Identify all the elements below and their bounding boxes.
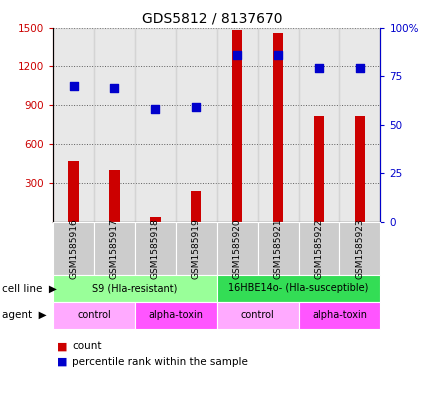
- Bar: [340, 28, 380, 222]
- Point: [275, 51, 281, 58]
- Text: GSM1585920: GSM1585920: [233, 218, 242, 279]
- Text: ■: ■: [57, 357, 68, 367]
- Text: percentile rank within the sample: percentile rank within the sample: [72, 357, 248, 367]
- Text: GSM1585917: GSM1585917: [110, 218, 119, 279]
- Bar: [135, 28, 176, 222]
- Bar: [217, 28, 258, 222]
- Bar: [314, 116, 324, 222]
- Bar: [53, 28, 94, 222]
- Bar: [150, 217, 161, 222]
- Bar: [176, 28, 217, 222]
- Bar: [191, 191, 201, 222]
- Text: alpha-toxin: alpha-toxin: [312, 310, 367, 320]
- Point: [316, 65, 323, 72]
- Point: [193, 104, 200, 110]
- Point: [152, 106, 159, 112]
- Text: GSM1585921: GSM1585921: [274, 218, 283, 279]
- Point: [111, 84, 118, 91]
- Text: control: control: [77, 310, 111, 320]
- Point: [357, 65, 363, 72]
- Text: GSM1585923: GSM1585923: [355, 218, 364, 279]
- Text: S9 (Hla-resistant): S9 (Hla-resistant): [92, 283, 178, 294]
- Text: GSM1585916: GSM1585916: [69, 218, 78, 279]
- Bar: [94, 28, 135, 222]
- Text: control: control: [241, 310, 275, 320]
- Text: alpha-toxin: alpha-toxin: [148, 310, 203, 320]
- Bar: [273, 33, 283, 222]
- Text: 16HBE14o- (Hla-susceptible): 16HBE14o- (Hla-susceptible): [228, 283, 369, 294]
- Point: [234, 51, 241, 58]
- Bar: [258, 28, 298, 222]
- Text: GDS5812 / 8137670: GDS5812 / 8137670: [142, 12, 283, 26]
- Bar: [109, 170, 119, 222]
- Bar: [298, 28, 340, 222]
- Text: ■: ■: [57, 341, 68, 351]
- Text: agent  ▶: agent ▶: [2, 310, 47, 320]
- Bar: [355, 116, 365, 222]
- Bar: [232, 30, 242, 222]
- Text: cell line  ▶: cell line ▶: [2, 283, 57, 294]
- Text: GSM1585918: GSM1585918: [151, 218, 160, 279]
- Bar: [68, 161, 79, 222]
- Point: [70, 83, 77, 89]
- Text: GSM1585919: GSM1585919: [192, 218, 201, 279]
- Text: count: count: [72, 341, 102, 351]
- Text: GSM1585922: GSM1585922: [314, 219, 323, 279]
